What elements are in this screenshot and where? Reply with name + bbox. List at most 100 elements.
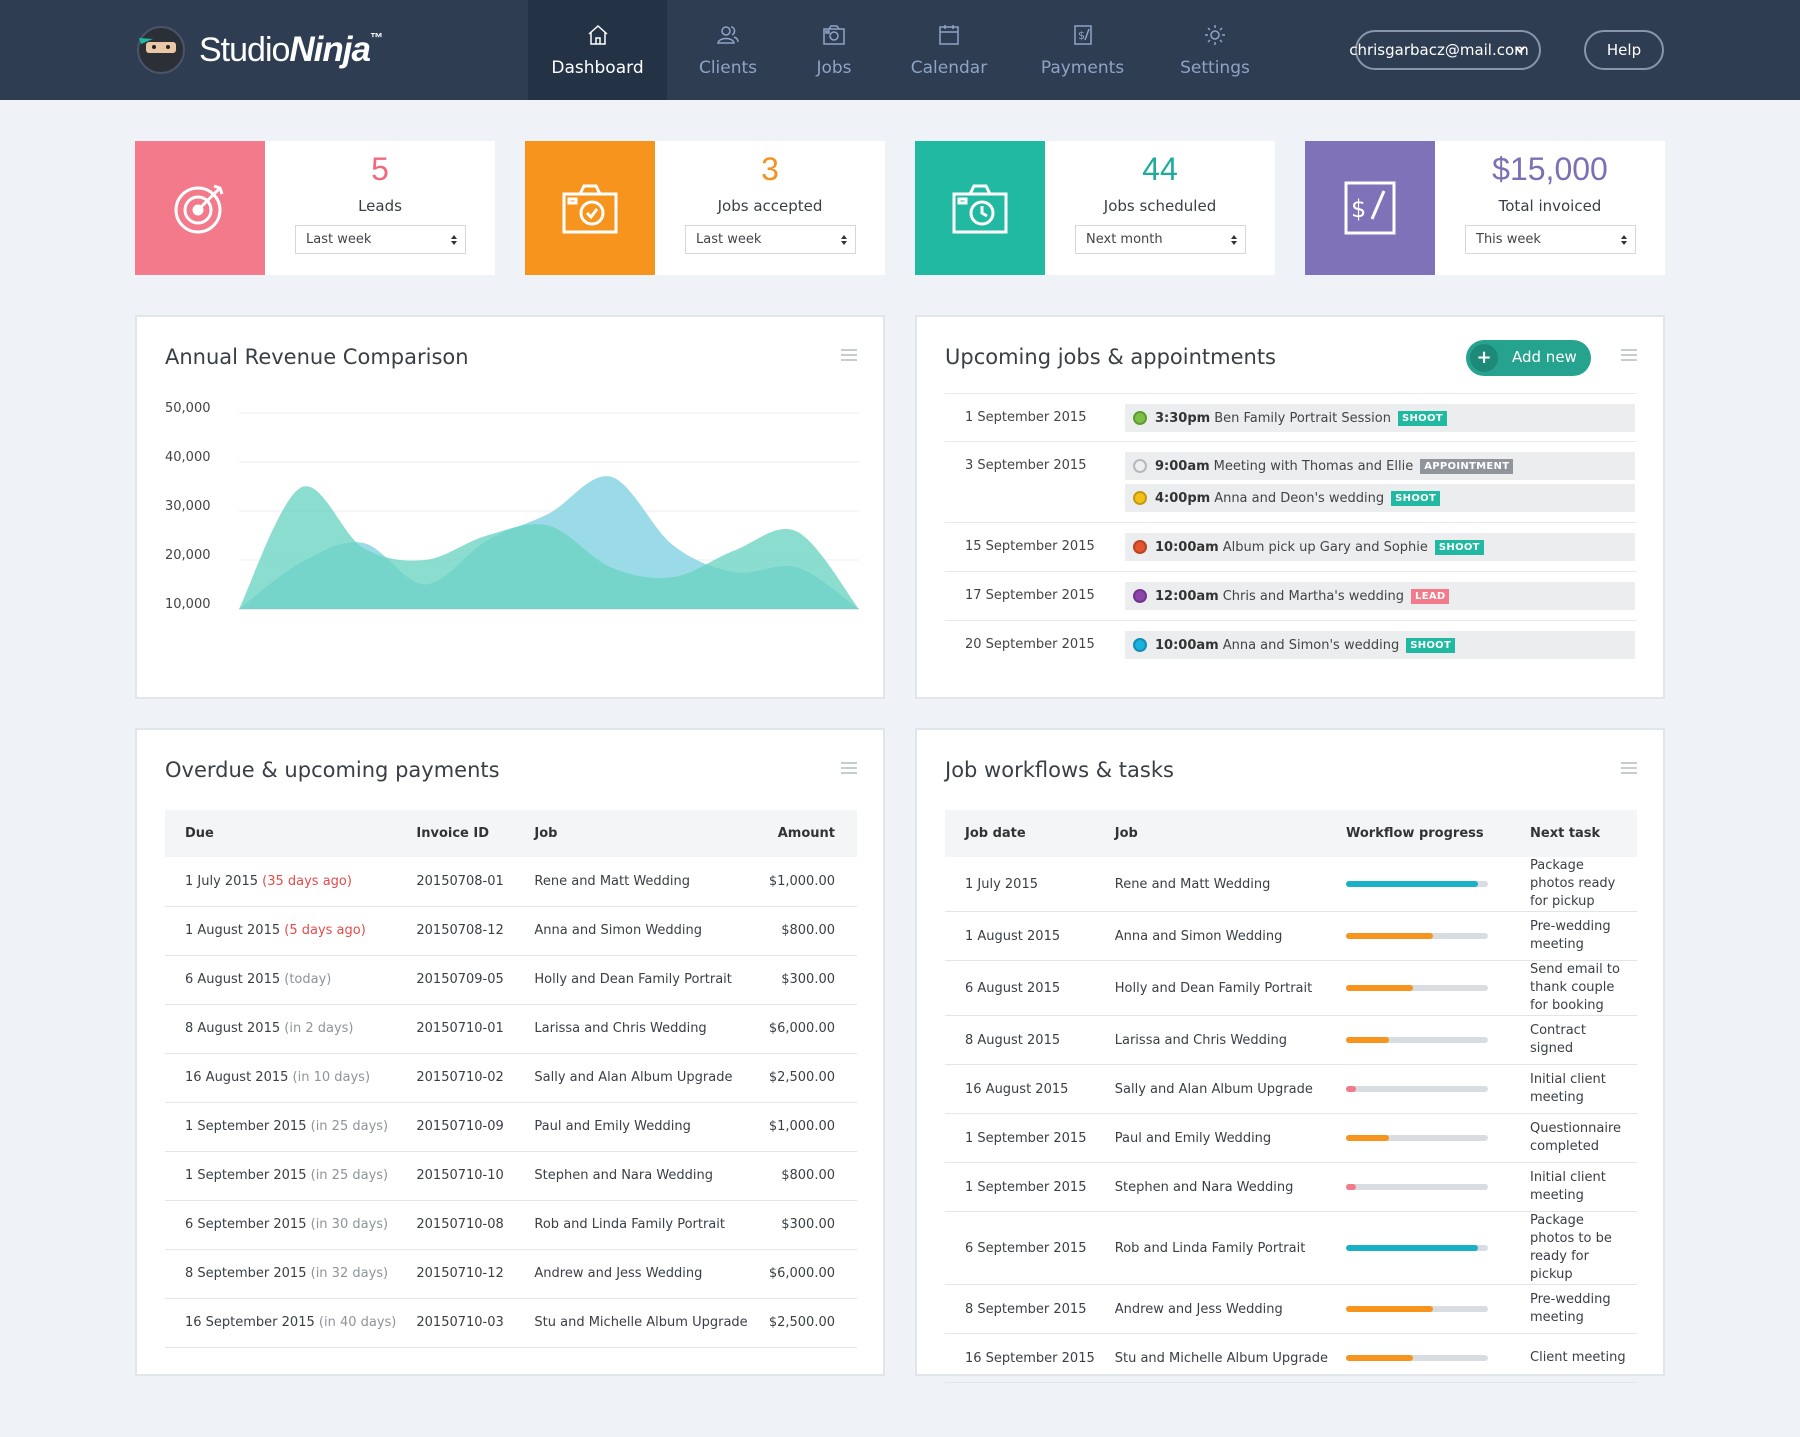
column-header-job[interactable]: Job — [1094, 810, 1328, 857]
next-task-cell: Package photos to be ready for pickup — [1510, 1211, 1637, 1285]
job-date-cell: 16 September 2015 — [945, 1333, 1095, 1383]
invoice-cell: 20150710-12 — [396, 1249, 515, 1299]
period-select[interactable]: Next month — [1075, 225, 1246, 254]
event-tag: SHOOT — [1434, 539, 1484, 555]
nav-dashboard[interactable]: Dashboard — [528, 0, 667, 100]
table-row[interactable]: 16 September 2015 (in 40 days) 20150710-0… — [165, 1298, 857, 1348]
column-header-progress[interactable]: Workflow progress — [1328, 810, 1510, 857]
table-row[interactable]: 1 July 2015 (35 days ago) 20150708-01 Rene… — [165, 857, 857, 907]
panel-title: Overdue & upcoming payments — [165, 758, 500, 782]
table-row[interactable]: 6 September 2015 (in 30 days) 20150710-08… — [165, 1200, 857, 1250]
account-dropdown[interactable]: chrisgarbacz@mail.com — [1349, 30, 1541, 70]
progress-fill — [1346, 1355, 1413, 1361]
table-row[interactable]: 1 September 2015 Stephen and Nara Wedding… — [945, 1162, 1637, 1212]
progress-cell — [1328, 1211, 1510, 1285]
table-row[interactable]: 6 September 2015 Rob and Linda Family Por… — [945, 1211, 1637, 1285]
stat-card-total-invoiced: $ $15,000 Total invoiced This week — [1305, 141, 1665, 275]
annual-revenue-panel: Annual Revenue Comparison 50,000 40,000 … — [135, 315, 885, 771]
table-row[interactable]: 8 August 2015 (in 2 days) 20150710-01 Lari… — [165, 1004, 857, 1054]
panel-menu-icon[interactable] — [1621, 349, 1637, 361]
event-item[interactable]: 4:00pm Anna and Deon's wedding SHOOT — [1125, 484, 1635, 512]
panel-menu-icon[interactable] — [841, 349, 857, 361]
nav-payments[interactable]: $ Payments — [1035, 0, 1130, 100]
period-select[interactable]: Last week — [295, 225, 466, 254]
table-row[interactable]: 1 September 2015 Paul and Emily Wedding Qu… — [945, 1113, 1637, 1163]
progress-fill — [1346, 881, 1479, 887]
event-title: Chris and Martha's wedding — [1222, 588, 1405, 604]
table-row[interactable]: 16 August 2015 (in 10 days) 20150710-02 Sa… — [165, 1053, 857, 1103]
panel-title: Upcoming jobs & appointments — [945, 345, 1276, 369]
studio-ninja-logo[interactable]: StudioNinja™ — [135, 24, 383, 76]
period-select[interactable]: Last week — [685, 225, 856, 254]
nav-calendar[interactable]: Calendar — [900, 0, 998, 100]
due-relative: (in 10 days) — [292, 1070, 371, 1085]
progress-fill — [1346, 933, 1433, 939]
table-header-row: Job date Job Workflow progress Next task — [945, 810, 1637, 857]
table-row[interactable]: 1 July 2015 Rene and Matt Wedding Package … — [945, 857, 1637, 912]
updown-arrow-icon — [451, 235, 457, 245]
invoice-cell: 20150710-09 — [396, 1102, 515, 1152]
event-tag: SHOOT — [1391, 490, 1441, 506]
due-date: 6 August 2015 — [185, 972, 281, 987]
event-item[interactable]: 10:00am Anna and Simon's wedding SHOOT — [1125, 631, 1635, 659]
due-cell: 8 September 2015 (in 32 days) — [165, 1249, 397, 1299]
table-row[interactable]: 1 September 2015 (in 25 days) 20150710-09… — [165, 1102, 857, 1152]
clients-icon — [717, 26, 739, 44]
column-header-due[interactable]: Due — [165, 810, 397, 857]
day-row: 15 September 2015 10:00am Album pick up G… — [945, 522, 1637, 571]
home-icon — [588, 24, 607, 45]
period-select[interactable]: This week — [1465, 225, 1636, 254]
due-cell: 1 September 2015 (in 25 days) — [165, 1102, 397, 1152]
period-value: This week — [1476, 232, 1541, 247]
workflow-progress-bar — [1346, 1037, 1488, 1043]
stat-label: Jobs scheduled — [1103, 197, 1217, 215]
event-item[interactable]: 3:30pm Ben Family Portrait Session SHOOT — [1125, 404, 1635, 432]
help-button[interactable]: Help — [1584, 30, 1664, 70]
job-date-cell: 6 August 2015 — [945, 960, 1095, 1016]
stat-card-leads: 5 Leads Last week — [135, 141, 495, 275]
column-header-job[interactable]: Job — [514, 810, 748, 857]
invoice-cell: 20150708-01 — [396, 857, 515, 907]
due-cell: 6 September 2015 (in 30 days) — [165, 1200, 397, 1250]
table-row[interactable]: 6 August 2015 (today) 20150709-05 Holly an… — [165, 955, 857, 1005]
add-new-button[interactable]: + Add new — [1466, 340, 1591, 376]
due-cell: 1 August 2015 (5 days ago) — [165, 906, 397, 956]
column-header-next-task[interactable]: Next task — [1510, 810, 1637, 857]
table-row[interactable]: 1 August 2015 (5 days ago) 20150708-12 Ann… — [165, 906, 857, 956]
job-cell: Rob and Linda Family Portrait — [514, 1200, 748, 1250]
payments-table: Due Invoice ID Job Amount 1 July 2015 (3… — [165, 810, 857, 1348]
progress-fill — [1346, 1135, 1389, 1141]
panel-menu-icon[interactable] — [1621, 762, 1637, 774]
job-cell: Sally and Alan Album Upgrade — [1094, 1064, 1328, 1114]
event-item[interactable]: 9:00am Meeting with Thomas and Ellie APPOI… — [1125, 452, 1635, 480]
amount-cell: $1,000.00 — [747, 1102, 857, 1152]
updown-arrow-icon — [1231, 235, 1237, 245]
nav-settings[interactable]: Settings — [1170, 0, 1260, 100]
table-row[interactable]: 16 August 2015 Sally and Alan Album Upgra… — [945, 1064, 1637, 1114]
event-item[interactable]: 12:00am Chris and Martha's wedding LEAD — [1125, 582, 1635, 610]
column-header-invoice[interactable]: Invoice ID — [396, 810, 515, 857]
event-item[interactable]: 10:00am Album pick up Gary and Sophie SHOO… — [1125, 533, 1635, 561]
panel-menu-icon[interactable] — [841, 762, 857, 774]
amount-cell: $6,000.00 — [747, 1004, 857, 1054]
progress-cell — [1328, 857, 1510, 912]
event-title: Ben Family Portrait Session — [1214, 410, 1391, 426]
table-row[interactable]: 16 September 2015 Stu and Michelle Album … — [945, 1333, 1637, 1383]
table-row[interactable]: 1 August 2015 Anna and Simon Wedding Pre-w… — [945, 911, 1637, 961]
invoice-cell: 20150709-05 — [396, 955, 515, 1005]
table-row[interactable]: 8 September 2015 (in 32 days) 20150710-12… — [165, 1249, 857, 1299]
nav-label: Jobs — [816, 58, 852, 78]
column-header-job-date[interactable]: Job date — [945, 810, 1095, 857]
table-row[interactable]: 1 September 2015 (in 25 days) 20150710-10… — [165, 1151, 857, 1201]
column-header-amount[interactable]: Amount — [747, 810, 857, 857]
nav-jobs[interactable]: Jobs — [800, 0, 868, 100]
table-row[interactable]: 8 August 2015 Larissa and Chris Wedding Co… — [945, 1015, 1637, 1065]
table-row[interactable]: 6 August 2015 Holly and Dean Family Portr… — [945, 960, 1637, 1016]
gear-icon — [1205, 25, 1225, 45]
job-cell: Anna and Simon Wedding — [1094, 911, 1328, 961]
next-task-cell: Send email to thank couple for booking — [1510, 960, 1637, 1016]
job-date-cell: 6 September 2015 — [945, 1211, 1095, 1285]
nav-clients[interactable]: Clients — [683, 0, 773, 100]
amount-cell: $2,500.00 — [747, 1298, 857, 1348]
table-row[interactable]: 8 September 2015 Andrew and Jess Wedding P… — [945, 1284, 1637, 1334]
